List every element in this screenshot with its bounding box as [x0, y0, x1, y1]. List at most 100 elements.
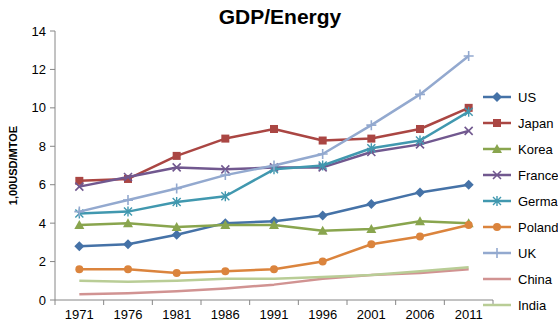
- marker: [415, 216, 425, 225]
- marker: [416, 136, 424, 146]
- x-tick-label: 1971: [65, 307, 94, 322]
- marker: [367, 135, 375, 143]
- y-tick: [50, 31, 55, 32]
- marker: [366, 224, 376, 233]
- y-tick: [50, 223, 55, 224]
- y-tick-label: 12: [32, 62, 46, 77]
- marker: [366, 120, 376, 130]
- series-line: [79, 225, 468, 273]
- marker: [415, 187, 425, 197]
- y-tick: [50, 261, 55, 262]
- marker: [270, 125, 278, 133]
- x-tick-label: 1996: [308, 307, 337, 322]
- marker: [367, 143, 375, 153]
- marker: [416, 233, 424, 241]
- marker: [366, 199, 376, 209]
- series-line: [79, 267, 468, 281]
- marker: [493, 196, 501, 206]
- marker: [172, 222, 182, 231]
- marker: [123, 239, 133, 249]
- x-tick-label: 2011: [455, 307, 483, 322]
- y-tick-label: 8: [39, 139, 46, 154]
- y-tick: [50, 69, 55, 70]
- legend-label: France: [518, 168, 558, 183]
- marker: [465, 221, 473, 229]
- y-tick-label: 14: [32, 24, 46, 39]
- marker: [270, 265, 278, 273]
- marker: [172, 230, 182, 240]
- marker: [74, 241, 84, 251]
- legend-label: Germany: [518, 194, 558, 209]
- marker: [173, 269, 181, 277]
- title: GDP/Energy: [219, 5, 342, 28]
- marker: [123, 195, 133, 205]
- marker: [492, 248, 502, 258]
- marker: [269, 220, 279, 229]
- marker: [415, 89, 425, 99]
- x-tick-label: 1976: [114, 307, 143, 322]
- y-tick-label: 6: [39, 177, 46, 192]
- marker: [492, 92, 502, 102]
- x-tick-label: 1981: [162, 307, 191, 322]
- y-tick-label: 0: [39, 293, 46, 308]
- x-tick: [249, 300, 250, 305]
- legend: USJapanKoreaFranceGermanyPolandUKChinaIn…: [483, 90, 558, 313]
- x-tick: [201, 300, 202, 305]
- x-tick: [152, 300, 153, 305]
- marker: [124, 173, 132, 181]
- x-tick: [298, 300, 299, 305]
- marker: [318, 210, 328, 220]
- x-tick: [347, 300, 348, 305]
- marker: [221, 267, 229, 275]
- marker: [75, 183, 83, 191]
- marker: [220, 218, 230, 228]
- legend-label: Poland: [518, 220, 558, 235]
- y-tick: [50, 146, 55, 147]
- series-line: [79, 131, 468, 187]
- legend-label: US: [518, 90, 536, 105]
- marker: [221, 135, 229, 143]
- x-tick-label: 1991: [260, 307, 289, 322]
- marker: [220, 170, 230, 180]
- chart: GDP/Energy 1,00USD/MTOE 0 2 4 6 8 10 12 14 1971 197…: [0, 0, 558, 333]
- marker: [319, 258, 327, 266]
- legend-line: [483, 278, 511, 281]
- marker: [493, 171, 501, 179]
- x-tick-label: 2001: [357, 307, 386, 322]
- legend-line: [483, 304, 511, 307]
- marker: [221, 191, 229, 201]
- marker: [75, 265, 83, 273]
- marker: [173, 197, 181, 207]
- marker: [464, 180, 474, 190]
- marker: [319, 161, 327, 171]
- y-tick-label: 4: [39, 216, 46, 231]
- y-tick: [50, 184, 55, 185]
- y-tick-label: 10: [32, 100, 46, 115]
- marker: [74, 207, 84, 217]
- marker: [173, 163, 181, 171]
- marker: [416, 125, 424, 133]
- marker: [269, 161, 279, 171]
- legend-label: Korea: [518, 142, 553, 157]
- x-tick-label: 1986: [211, 307, 240, 322]
- marker: [464, 51, 474, 61]
- y-axis-label: 1,00USD/MTOE: [7, 126, 19, 205]
- series-line: [79, 56, 468, 212]
- marker: [172, 184, 182, 194]
- marker: [465, 127, 473, 135]
- x-tick: [444, 300, 445, 305]
- x-tick: [395, 300, 396, 305]
- y-tick: [50, 107, 55, 108]
- y-axis-line: [55, 31, 56, 300]
- legend-label: UK: [518, 246, 536, 261]
- series-line: [79, 108, 468, 181]
- y-tick-label: 2: [39, 254, 46, 269]
- marker: [493, 223, 501, 231]
- marker: [318, 149, 328, 159]
- marker: [492, 144, 502, 153]
- x-tick-label: 2006: [406, 307, 435, 322]
- x-axis-line: [55, 300, 493, 301]
- marker: [124, 207, 132, 217]
- marker: [367, 240, 375, 248]
- x-tick: [55, 300, 56, 305]
